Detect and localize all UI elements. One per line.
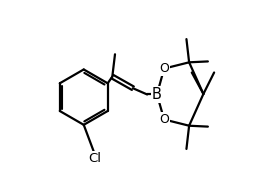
Text: O: O — [159, 62, 169, 75]
Text: Cl: Cl — [88, 152, 101, 165]
Text: B: B — [152, 87, 162, 102]
Text: O: O — [159, 113, 169, 126]
